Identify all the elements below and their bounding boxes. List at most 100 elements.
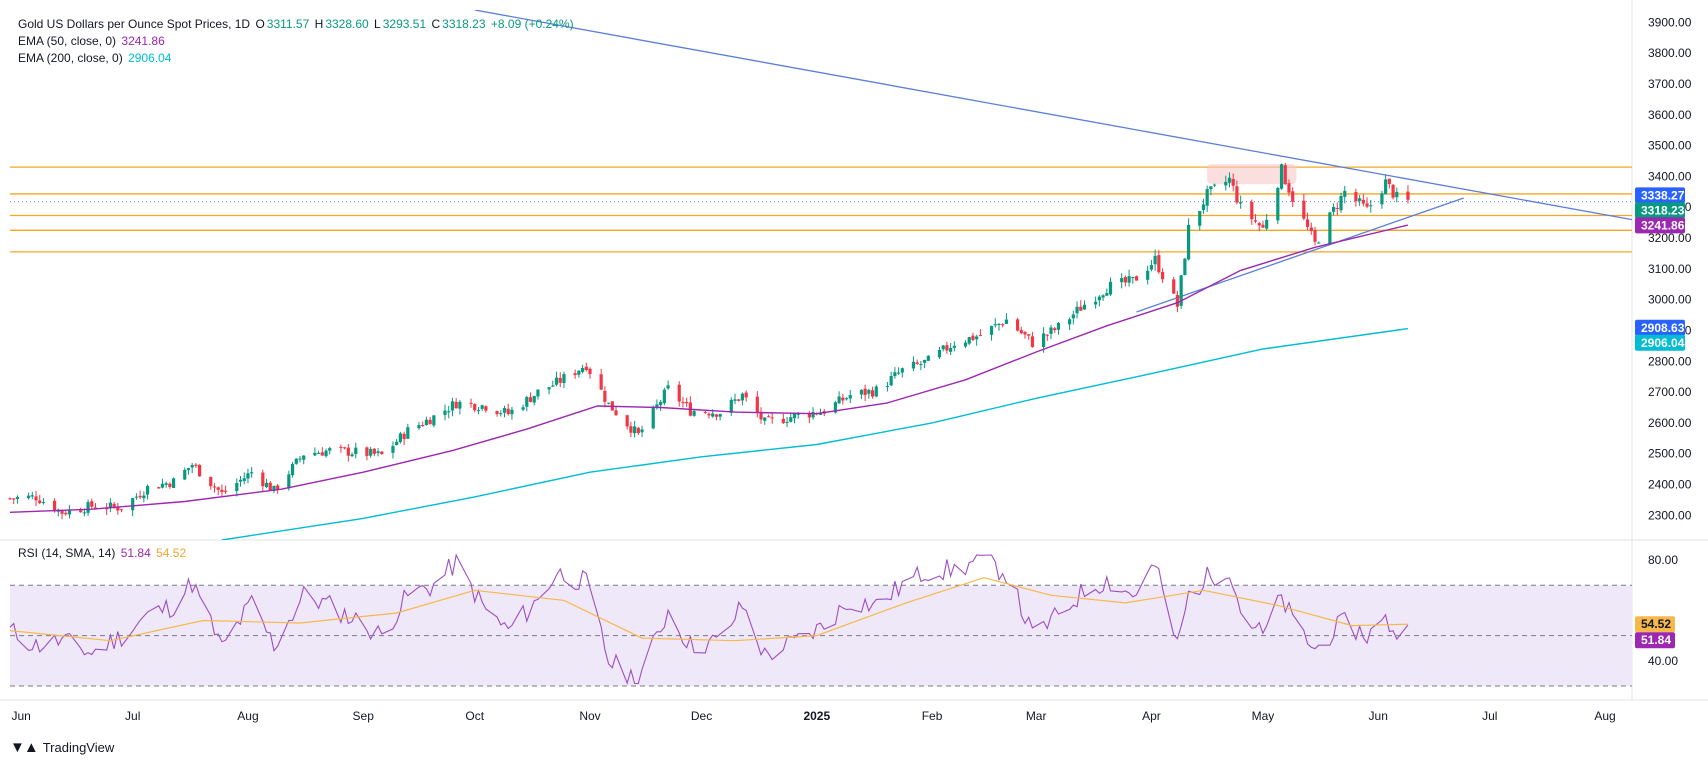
candle-body	[1205, 189, 1209, 206]
candle-body	[298, 458, 302, 460]
candle-body	[718, 414, 722, 417]
candle-body	[952, 345, 956, 348]
candle-body	[1384, 179, 1388, 195]
price-badge	[1635, 319, 1685, 336]
candle-body	[365, 447, 369, 456]
candle-body	[510, 409, 514, 415]
x-tick-label: Apr	[1142, 709, 1161, 723]
candle-body	[90, 501, 94, 507]
candle-body	[1395, 191, 1399, 198]
candle-body	[142, 495, 146, 499]
legend-rsi-label: RSI (14, SMA, 14)	[18, 546, 116, 560]
candle-body	[238, 479, 243, 482]
candle-body	[789, 417, 793, 422]
candle-body	[599, 374, 603, 390]
candle-body	[402, 433, 406, 440]
candle-body	[926, 355, 930, 361]
candle-body	[1082, 304, 1087, 310]
candle-body	[766, 416, 771, 418]
candle-body	[1045, 334, 1049, 336]
candle-body	[993, 324, 997, 326]
candle-body	[454, 401, 458, 409]
price-badge-label: 3241.86	[1641, 218, 1685, 232]
candle-body	[1201, 204, 1206, 211]
candle-body	[108, 502, 112, 509]
candle-body	[86, 502, 90, 513]
candle-body	[659, 401, 663, 406]
candle-body	[525, 397, 529, 407]
candle-body	[343, 447, 347, 449]
candle-body	[499, 413, 503, 415]
candle-body	[1369, 205, 1373, 207]
y-tick-label: 2500.00	[1648, 447, 1692, 461]
candle-body	[131, 498, 135, 511]
candle-body	[1108, 281, 1113, 295]
y-tick-label: 3500.00	[1648, 139, 1692, 153]
candle-body	[473, 404, 477, 411]
y-tick-label: 2300.00	[1648, 508, 1692, 522]
candle-body	[212, 486, 217, 488]
candle-body	[1343, 190, 1347, 197]
candle-body	[198, 464, 202, 477]
candle-body	[1261, 224, 1265, 228]
candle-body	[1239, 202, 1243, 204]
candle-body	[759, 411, 763, 420]
candle-body	[116, 506, 120, 511]
candle-body	[1227, 177, 1232, 183]
legend-ema200: EMA (200, close, 0) 2906.04	[18, 50, 173, 67]
candle-body	[1071, 314, 1075, 319]
y-tick-label: 3100.00	[1648, 262, 1692, 276]
x-tick-label: Jul	[125, 709, 140, 723]
candle-body	[1279, 164, 1284, 189]
x-tick-label: Feb	[922, 709, 943, 723]
candle-body	[1149, 264, 1154, 270]
candle-body	[603, 390, 607, 402]
candle-body	[841, 397, 845, 401]
candle-body	[792, 413, 797, 419]
candle-body	[770, 417, 774, 419]
candle-body	[707, 413, 711, 416]
main-plot	[8, 10, 1632, 540]
candle-body	[339, 446, 343, 448]
candle-body	[975, 336, 979, 340]
candle-body	[536, 389, 540, 397]
x-tick-label: May	[1252, 709, 1275, 723]
candle-body	[224, 490, 228, 492]
candle-body	[1358, 198, 1362, 201]
candle-body	[1265, 219, 1269, 229]
candle-body	[294, 458, 298, 464]
candle-body	[588, 368, 592, 374]
candle-body	[1406, 191, 1410, 200]
legend-close-label: C	[431, 17, 441, 31]
candle-body	[138, 495, 142, 498]
candle-body	[1079, 306, 1083, 311]
candle-body	[220, 489, 224, 493]
candle-body	[506, 408, 510, 415]
tradingview-logo[interactable]: ▼▲ TradingView	[10, 739, 114, 756]
x-tick-label: Nov	[579, 709, 600, 723]
legend-rsi-sma-value: 54.52	[156, 546, 187, 560]
candle-body	[1331, 206, 1336, 212]
candle-body	[971, 335, 975, 340]
candle-body	[945, 345, 949, 351]
candle-body	[1041, 333, 1046, 348]
candle-body	[26, 495, 31, 499]
candle-body	[949, 347, 953, 352]
candle-body	[967, 337, 971, 344]
candle-body	[417, 425, 421, 429]
candle-body	[737, 399, 741, 401]
candle-body	[848, 395, 852, 399]
legend-ema50-value: 3241.86	[121, 34, 165, 48]
candle-body	[1380, 193, 1384, 205]
x-tick-label: Aug	[237, 709, 258, 723]
candle-body	[287, 474, 291, 489]
candle-body	[1291, 191, 1295, 202]
candle-body	[919, 364, 923, 366]
legend-low-label: L	[374, 17, 381, 31]
candle-body	[369, 448, 373, 456]
candle-body	[1328, 212, 1332, 244]
candle-body	[1105, 293, 1109, 296]
candle-body	[997, 323, 1001, 325]
